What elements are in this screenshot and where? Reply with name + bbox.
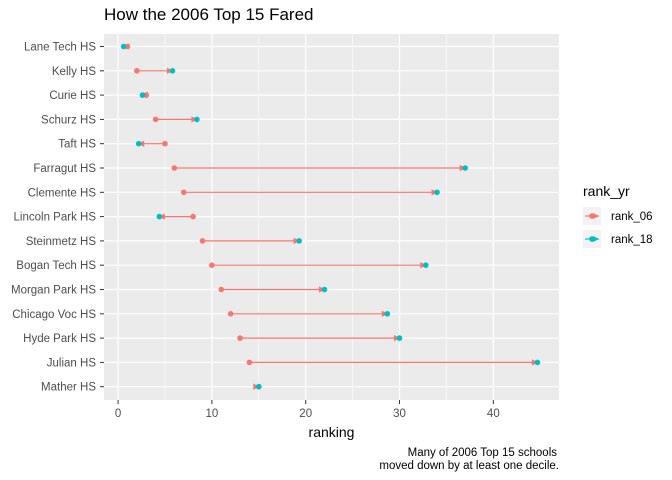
x-tick-label: 30 xyxy=(393,408,406,420)
point-rank-06 xyxy=(209,262,215,269)
point-rank-06 xyxy=(218,286,225,293)
caption-line-1: Many of 2006 Top 15 schools xyxy=(408,447,558,459)
point-rank-18 xyxy=(135,140,142,147)
x-tick-label: 40 xyxy=(487,408,500,420)
y-tick-label: Taft HS xyxy=(58,139,96,151)
point-rank-18 xyxy=(169,68,176,74)
point-rank-18 xyxy=(194,116,200,123)
legend-key-point xyxy=(589,213,595,219)
point-rank-18 xyxy=(534,359,541,366)
y-axis-labels: Lane Tech HS Kelly HS Curie HS Schurz HS Taf… xyxy=(11,42,104,394)
x-tick-label: 10 xyxy=(205,408,218,420)
point-rank-06 xyxy=(180,189,187,196)
x-axis-labels: 0 10 20 30 40 xyxy=(115,400,500,420)
point-rank-18 xyxy=(255,383,262,390)
point-rank-06 xyxy=(152,116,159,123)
point-rank-18 xyxy=(321,286,328,293)
legend-label: rank_06 xyxy=(611,211,653,223)
chart-title: How the 2006 Top 15 Fared xyxy=(104,5,314,24)
point-rank-18 xyxy=(296,238,302,244)
legend-key-arrow xyxy=(593,236,599,242)
y-tick-label: Lincoln Park HS xyxy=(14,212,97,224)
point-rank-06 xyxy=(162,140,168,147)
y-tick-label: Mather HS xyxy=(41,382,96,394)
legend-key-point xyxy=(589,236,595,242)
data-points xyxy=(120,43,541,390)
x-tick-label: 0 xyxy=(115,408,121,420)
y-tick-label: Clemente HS xyxy=(28,187,97,199)
point-rank-18 xyxy=(462,165,468,171)
point-rank-18 xyxy=(422,262,429,269)
point-rank-06 xyxy=(134,68,140,74)
legend-key-arrow xyxy=(593,213,599,219)
point-rank-18 xyxy=(396,335,403,341)
point-rank-18 xyxy=(139,92,146,98)
point-rank-18 xyxy=(434,189,440,196)
point-rank-06 xyxy=(227,311,234,317)
y-tick-label: Julian HS xyxy=(47,357,97,369)
y-tick-label: Steinmetz HS xyxy=(26,236,97,248)
y-tick-label: Farragut HS xyxy=(33,163,96,175)
y-tick-label: Morgan Park HS xyxy=(11,285,96,297)
x-axis-title: ranking xyxy=(309,424,355,440)
legend: rank_yr rank_06 rank_18 xyxy=(583,183,653,248)
y-tick-label: Chicago Voc HS xyxy=(12,309,96,321)
x-tick-label: 20 xyxy=(299,408,312,420)
y-tick-label: Schurz HS xyxy=(41,114,96,126)
point-rank-06 xyxy=(237,335,243,341)
y-tick-label: Hyde Park HS xyxy=(23,333,96,345)
point-rank-06 xyxy=(199,238,206,244)
y-tick-label: Kelly HS xyxy=(52,66,96,78)
y-tick-label: Lane Tech HS xyxy=(24,42,96,54)
caption-line-2: moved down by at least one decile. xyxy=(379,460,559,472)
point-rank-18 xyxy=(120,43,127,50)
legend-label: rank_18 xyxy=(611,234,653,246)
legend-title: rank_yr xyxy=(583,183,630,199)
point-rank-06 xyxy=(190,213,196,220)
y-tick-label: Bogan Tech HS xyxy=(16,260,96,272)
y-tick-label: Curie HS xyxy=(49,90,96,102)
point-rank-06 xyxy=(171,165,178,171)
point-rank-06 xyxy=(246,359,253,366)
point-rank-18 xyxy=(156,213,163,220)
point-rank-18 xyxy=(384,311,391,317)
